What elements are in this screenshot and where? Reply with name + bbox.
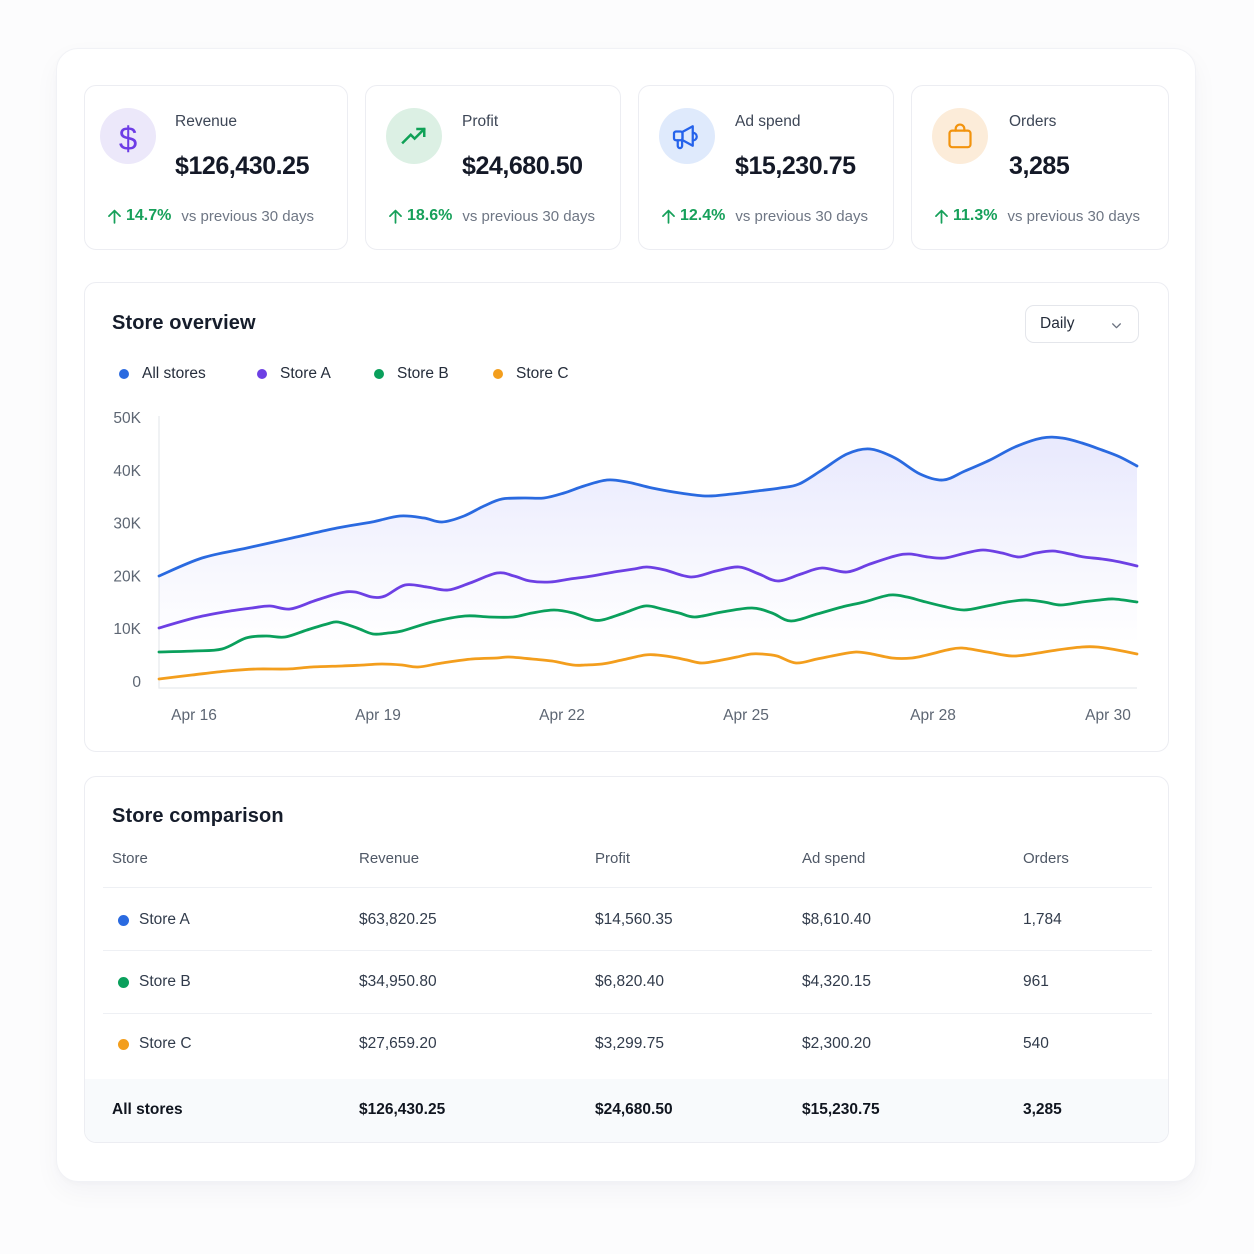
svg-text:40K: 40K [113, 463, 141, 480]
svg-text:50K: 50K [113, 410, 141, 427]
svg-text:10K: 10K [113, 621, 141, 638]
svg-text:Apr 30: Apr 30 [1085, 707, 1131, 724]
svg-text:Apr 25: Apr 25 [723, 707, 769, 724]
svg-text:Apr 22: Apr 22 [539, 707, 585, 724]
svg-text:30K: 30K [113, 516, 141, 533]
svg-text:Apr 28: Apr 28 [910, 707, 956, 724]
svg-text:20K: 20K [113, 568, 141, 585]
svg-text:0: 0 [132, 674, 141, 691]
svg-text:Apr 19: Apr 19 [355, 707, 401, 724]
svg-text:Apr 16: Apr 16 [171, 707, 217, 724]
